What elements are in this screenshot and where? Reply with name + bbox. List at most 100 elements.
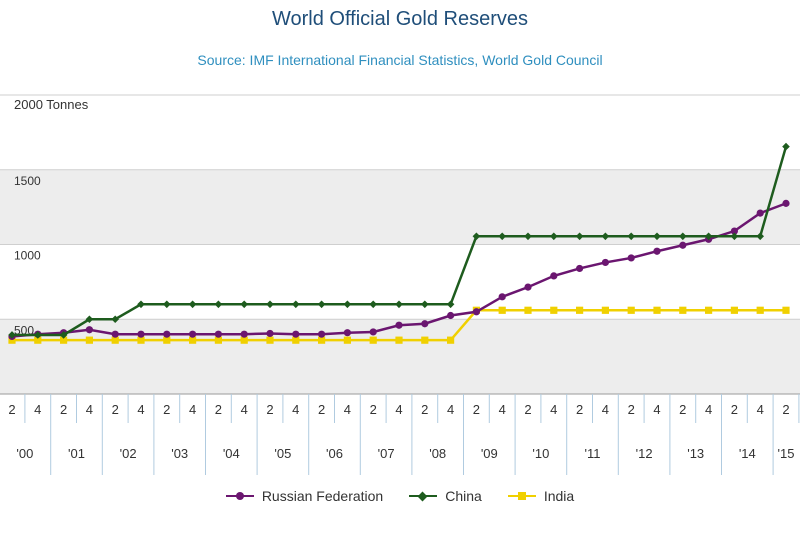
grid-band xyxy=(0,319,800,394)
x-tick-label: 4 xyxy=(344,402,351,417)
data-point xyxy=(704,232,713,241)
data-point xyxy=(705,306,713,314)
y-tick-label: 1500 xyxy=(14,174,41,188)
data-point xyxy=(214,330,222,338)
data-point xyxy=(421,320,429,328)
data-point xyxy=(679,306,687,314)
data-point xyxy=(163,330,171,338)
grid-band xyxy=(0,169,800,245)
x-year-label: '11 xyxy=(585,446,601,461)
data-point xyxy=(756,209,764,217)
data-point xyxy=(60,336,68,344)
data-point xyxy=(421,300,429,309)
data-point xyxy=(240,330,248,338)
legend-russia-label: Russian Federation xyxy=(261,488,384,504)
x-tick-label: 4 xyxy=(137,402,144,417)
legend-china-marker xyxy=(409,491,438,501)
data-point xyxy=(679,232,687,241)
data-point xyxy=(447,311,455,320)
data-point xyxy=(137,330,145,338)
data-point xyxy=(498,232,506,241)
legend-item-china[interactable]: China xyxy=(409,488,482,504)
x-tick-label: 2 xyxy=(266,402,273,417)
x-tick-label: 2 xyxy=(370,402,377,417)
data-point xyxy=(524,232,532,241)
x-tick-label: 4 xyxy=(86,402,93,417)
data-point xyxy=(163,336,171,344)
data-point xyxy=(189,336,197,344)
data-point xyxy=(111,336,119,344)
data-point xyxy=(730,232,739,241)
data-point xyxy=(627,254,635,262)
data-point xyxy=(601,232,610,241)
data-point xyxy=(395,321,403,329)
x-tick-label: 4 xyxy=(34,402,41,417)
data-point xyxy=(318,336,326,344)
data-point xyxy=(137,300,145,309)
data-point xyxy=(369,336,377,344)
x-tick-label: 4 xyxy=(602,402,609,417)
x-tick-label: 2 xyxy=(60,402,67,417)
x-tick-label: 4 xyxy=(499,402,506,417)
x-tick-label: 2 xyxy=(628,402,635,417)
data-point xyxy=(447,336,455,344)
data-point xyxy=(472,308,480,316)
data-point xyxy=(601,258,610,267)
data-point xyxy=(343,336,351,344)
data-point xyxy=(446,300,455,309)
x-year-label: '04 xyxy=(223,446,240,461)
y-axis-title: 2000 Tonnes xyxy=(14,97,89,112)
data-point xyxy=(395,336,403,344)
data-point xyxy=(653,232,661,241)
data-point xyxy=(34,336,42,344)
x-year-label: '08 xyxy=(429,446,446,461)
data-point xyxy=(421,336,429,344)
chart-subtitle: Source: IMF International Financial Stat… xyxy=(197,52,603,68)
data-point xyxy=(111,330,119,338)
data-point xyxy=(395,300,403,309)
data-point xyxy=(85,326,93,334)
data-point xyxy=(8,336,16,344)
data-point xyxy=(189,330,197,338)
data-point xyxy=(498,293,506,301)
data-point xyxy=(266,336,274,344)
data-point xyxy=(266,300,274,309)
x-year-label: '03 xyxy=(171,446,188,461)
legend: Russian Federation China India xyxy=(0,488,800,504)
data-point xyxy=(782,142,790,151)
data-point xyxy=(653,247,661,255)
x-tick-label: 2 xyxy=(421,402,428,417)
x-year-label: '07 xyxy=(378,446,395,461)
x-tick-label: 2 xyxy=(473,402,480,417)
x-tick-label: 2 xyxy=(318,402,325,417)
legend-item-russia[interactable]: Russian Federation xyxy=(225,488,384,504)
data-point xyxy=(369,300,377,309)
data-point xyxy=(575,232,584,241)
data-point xyxy=(318,330,326,338)
x-year-label: '15 xyxy=(778,446,795,461)
x-year-label: '13 xyxy=(687,446,704,461)
x-year-label: '00 xyxy=(16,446,33,461)
x-tick-label: 2 xyxy=(731,402,738,417)
grid-band xyxy=(0,95,800,170)
x-tick-label: 4 xyxy=(653,402,660,417)
data-point xyxy=(550,232,558,241)
x-tick-label: 4 xyxy=(395,402,402,417)
data-point xyxy=(163,300,171,309)
data-point xyxy=(730,306,738,314)
legend-item-india[interactable]: India xyxy=(507,488,574,504)
x-tick-label: 2 xyxy=(679,402,686,417)
data-point xyxy=(85,336,93,344)
data-point xyxy=(498,306,506,314)
data-point xyxy=(292,300,300,309)
x-year-label: '05 xyxy=(274,446,291,461)
data-point xyxy=(214,300,223,309)
data-point xyxy=(369,328,377,336)
x-year-label: '14 xyxy=(739,446,756,461)
x-tick-label: 4 xyxy=(757,402,764,417)
x-tick-label: 2 xyxy=(215,402,222,417)
x-tick-label: 4 xyxy=(241,402,248,417)
data-point xyxy=(627,232,635,241)
